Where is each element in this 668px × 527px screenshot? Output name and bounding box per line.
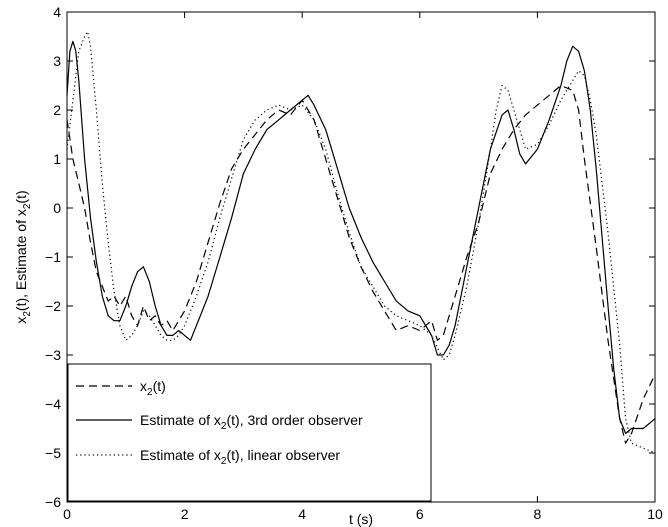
- series-linear-line: [66, 31, 656, 454]
- y-tick-label: 3: [53, 53, 61, 69]
- y-tick-label: −1: [45, 249, 61, 265]
- x-tick-label: 10: [647, 506, 663, 522]
- legend-entry-linear: Estimate of x2(t), linear observer: [140, 447, 340, 467]
- y-tick-label: 0: [53, 200, 61, 216]
- series-3rd-order-line: [66, 40, 656, 434]
- x-tick-label: 2: [181, 506, 189, 522]
- x-tick-label: 4: [298, 506, 306, 522]
- legend: x2(t) Estimate of x2(t), 3rd order obser…: [67, 363, 432, 502]
- y-tick-label: −6: [45, 494, 61, 510]
- series-lines: [66, 31, 656, 454]
- x-tick-label: 0: [63, 506, 71, 522]
- legend-entry-x2: x2(t): [140, 378, 166, 398]
- y-tick-label: −2: [45, 298, 61, 314]
- y-tick-label: −5: [45, 445, 61, 461]
- tick-labels: 0 2 4 6 8 10 −6 −5 −4 −3 −2 −1 0 1 2 3 4: [45, 4, 663, 522]
- y-tick-label: −4: [45, 396, 61, 412]
- y-tick-label: 2: [53, 102, 61, 118]
- y-axis-label: x2(t), Estimate of x2(t): [13, 190, 33, 323]
- x-tick-label: 8: [534, 506, 542, 522]
- y-tick-label: 4: [53, 4, 61, 20]
- series-x2-line: [66, 84, 656, 444]
- x-tick-label: 6: [416, 506, 424, 522]
- legend-box: [67, 363, 432, 502]
- y-tick-label: 1: [53, 151, 61, 167]
- x-axis-label: t (s): [349, 511, 373, 527]
- y-tick-label: −3: [45, 347, 61, 363]
- legend-entry-3rd-order: Estimate of x2(t), 3rd order observer: [140, 412, 363, 432]
